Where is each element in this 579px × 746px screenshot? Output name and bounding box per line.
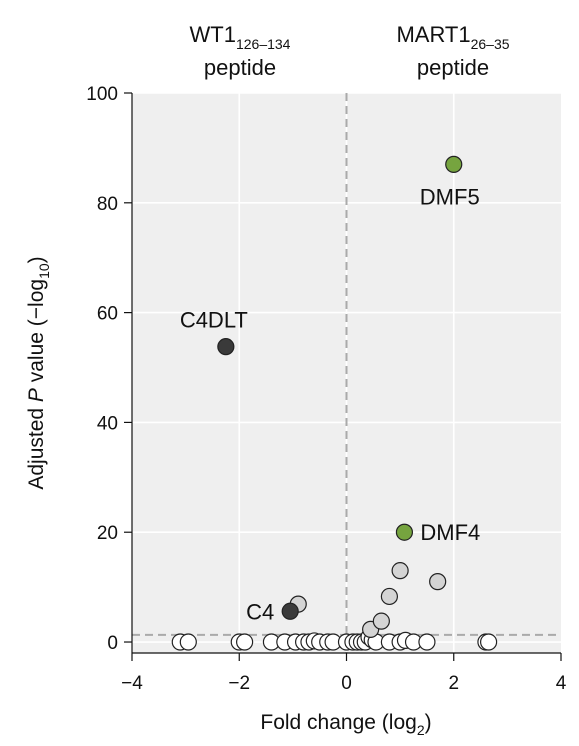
y-tick-label: 0 (107, 633, 118, 654)
left-column-header: WT1126–134 (190, 22, 291, 52)
x-axis-title-sub: 2 (417, 722, 425, 738)
x-tick-label: −4 (121, 673, 143, 694)
point-c4 (281, 602, 299, 620)
point-dmf5 (445, 155, 463, 173)
nonsignificant-point (179, 633, 197, 651)
y-axis-title-mid: value (−log (25, 279, 48, 388)
y-axis-title-italic: P (25, 388, 48, 402)
significant-point (380, 587, 398, 606)
right-column-header-line2: peptide (417, 55, 489, 80)
right-column-header: MART126–35 (396, 22, 509, 52)
x-ticks: −4 −2 0 2 4 (121, 653, 567, 694)
x-tick-label: −2 (228, 673, 250, 694)
nonsignificant-point (236, 633, 254, 651)
x-axis-title: Fold change (log2) (260, 711, 431, 738)
left-header-main: WT1 (190, 22, 236, 47)
x-tick-label: 0 (341, 673, 352, 694)
x-tick-label: 4 (556, 673, 567, 694)
label-dmf5: DMF5 (420, 184, 480, 209)
left-header-sub: 126–134 (236, 36, 291, 52)
point-dmf4 (395, 523, 414, 541)
label-dmf4: DMF4 (420, 520, 480, 545)
y-axis-title: Adjusted P value (−log10) (25, 256, 52, 489)
label-c4: C4 (246, 599, 274, 624)
significant-point (391, 562, 409, 580)
y-tick-label: 100 (86, 84, 118, 105)
y-axis-title-sub: 10 (36, 263, 52, 279)
data-points (171, 155, 498, 651)
significant-point (429, 573, 447, 591)
right-header-sub: 26–35 (471, 36, 510, 52)
point-labels: DMF5 DMF4 C4DLT C4 (180, 184, 480, 624)
x-tick-label: 2 (448, 673, 459, 694)
point-c4dlt (217, 338, 235, 356)
nonsignificant-point (480, 633, 498, 651)
x-axis-title-main: Fold change (log (260, 711, 416, 734)
x-axis-title-tail: ) (425, 711, 432, 734)
y-tick-label: 80 (97, 194, 118, 215)
label-c4dlt: C4DLT (180, 308, 248, 333)
significant-point (372, 612, 390, 630)
y-tick-label: 20 (97, 523, 118, 544)
y-ticks: 0 20 40 60 80 100 (86, 84, 132, 654)
nonsignificant-point (418, 633, 436, 651)
y-tick-label: 40 (97, 413, 118, 434)
y-tick-label: 60 (97, 304, 118, 325)
y-axis-title-tail: ) (25, 256, 48, 263)
right-header-main: MART1 (396, 22, 470, 47)
y-axis-title-pre: Adjusted (25, 402, 48, 490)
left-column-header-line2: peptide (204, 55, 276, 80)
